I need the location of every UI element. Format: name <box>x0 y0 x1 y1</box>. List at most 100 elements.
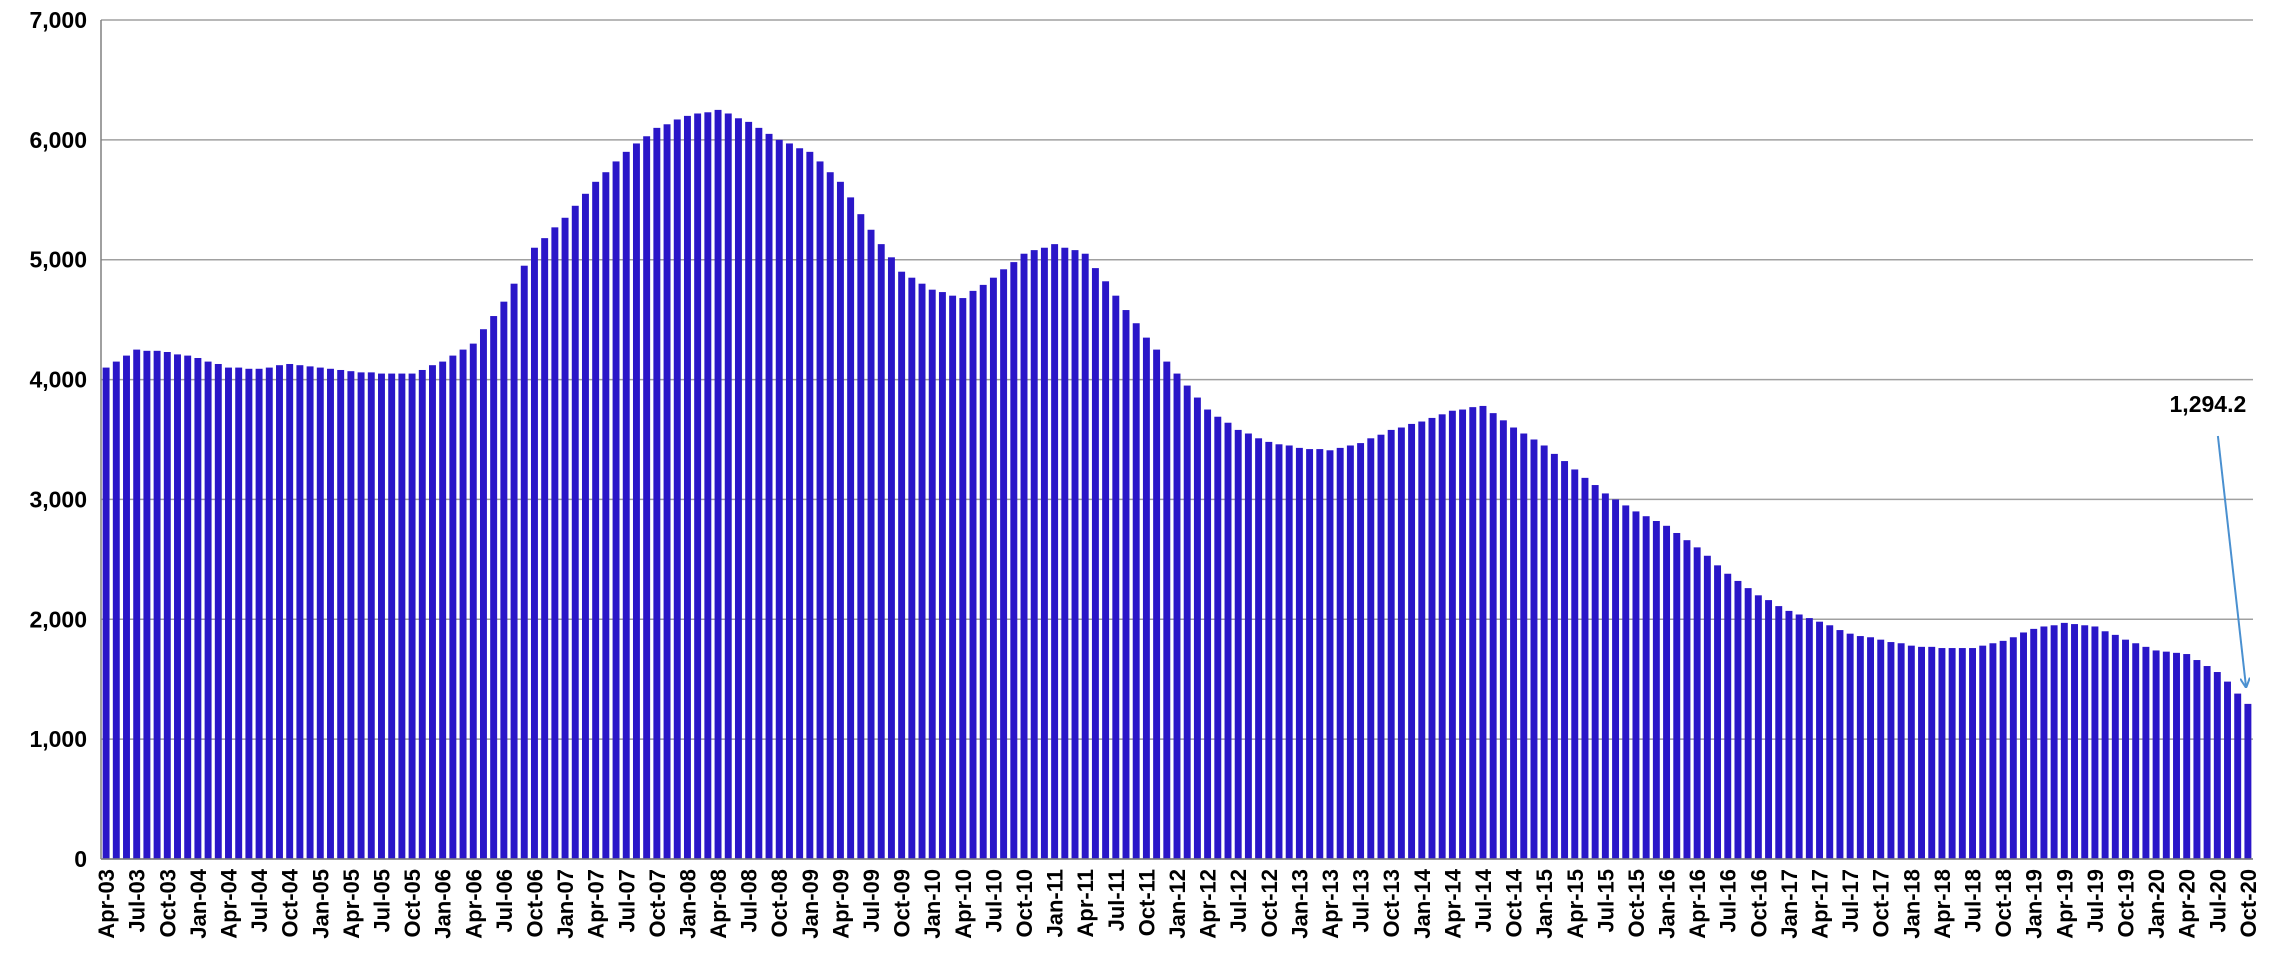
x-tick-label: Oct-06 <box>522 869 547 937</box>
bar <box>1571 469 1579 859</box>
bar <box>1193 397 1201 859</box>
bar <box>1907 645 1915 859</box>
bar <box>1397 427 1405 859</box>
x-tick-label: Apr-18 <box>1930 869 1955 939</box>
bar <box>734 118 742 860</box>
bar <box>174 354 181 859</box>
bar <box>1632 511 1640 859</box>
bar <box>1367 438 1375 859</box>
bar <box>704 112 712 860</box>
bar <box>1234 429 1242 859</box>
bar <box>1938 648 1946 859</box>
bar <box>1030 250 1038 859</box>
x-tick-label: Apr-06 <box>461 869 486 939</box>
bar <box>806 151 814 860</box>
bar <box>1867 637 1875 859</box>
x-tick-label: Jan-15 <box>1532 869 1557 939</box>
bar <box>367 372 375 859</box>
bar <box>337 369 345 859</box>
x-tick-label: Oct-11 <box>1134 869 1159 936</box>
bar <box>2193 660 2201 859</box>
bar <box>357 372 365 859</box>
bar <box>1856 636 1864 859</box>
bar <box>1520 433 1528 859</box>
bar <box>2234 693 2242 859</box>
bar <box>479 329 487 859</box>
bar <box>1683 540 1691 859</box>
bar <box>245 368 253 859</box>
bar <box>989 277 997 859</box>
y-tick-label: 2,000 <box>29 606 87 632</box>
bar <box>1306 449 1314 859</box>
bar <box>1826 625 1834 859</box>
bar <box>286 363 294 859</box>
bar <box>1561 461 1569 859</box>
bar <box>510 283 518 860</box>
bar <box>1601 493 1609 859</box>
bar <box>1724 573 1732 859</box>
bar <box>1652 521 1660 859</box>
bar <box>1897 643 1905 859</box>
x-tick-label: Jul-08 <box>737 869 762 933</box>
bar <box>204 361 212 859</box>
x-tick-label: Jul-05 <box>369 869 394 933</box>
x-tick-label: Jul-17 <box>1838 869 1863 933</box>
bar <box>2009 637 2017 859</box>
bar <box>1040 247 1048 859</box>
x-tick-label: Jan-14 <box>1410 868 1435 938</box>
x-tick-label: Jan-09 <box>798 869 823 939</box>
bar <box>561 217 569 859</box>
bar <box>1163 361 1171 859</box>
bar <box>123 355 130 859</box>
bar <box>541 238 549 859</box>
bar <box>1377 434 1385 859</box>
bar <box>184 355 192 859</box>
x-tick-label: Jan-19 <box>2022 869 2047 939</box>
bar <box>1357 443 1365 859</box>
bar <box>378 373 385 859</box>
bar <box>1734 580 1742 859</box>
bar <box>836 181 844 860</box>
bar <box>1928 646 1936 859</box>
bar <box>979 284 987 859</box>
bar <box>1999 640 2007 859</box>
bar <box>775 139 783 859</box>
bar <box>1612 499 1620 859</box>
bar <box>2071 624 2078 859</box>
bar <box>653 127 661 859</box>
x-tick-label: Apr-05 <box>339 869 364 939</box>
bar <box>1020 253 1028 859</box>
bar <box>214 363 222 859</box>
bar <box>2142 646 2150 859</box>
x-tick-label: Jul-13 <box>1349 869 1374 933</box>
bar <box>1877 639 1885 859</box>
bar <box>2213 672 2221 859</box>
x-tick-label: Apr-09 <box>828 869 853 939</box>
bar <box>796 148 804 860</box>
bar <box>826 172 834 859</box>
x-tick-label: Jan-05 <box>308 869 333 939</box>
bar <box>112 361 120 859</box>
bar <box>1530 439 1538 859</box>
bar <box>153 350 161 859</box>
y-tick-label: 3,000 <box>29 486 87 512</box>
x-tick-label: Jan-11 <box>1043 869 1068 938</box>
x-tick-label: Jul-12 <box>1226 869 1251 933</box>
bar <box>785 143 793 859</box>
x-tick-label: Oct-04 <box>278 868 303 937</box>
x-tick-label: Apr-17 <box>1808 869 1833 939</box>
x-tick-label: Oct-14 <box>1502 868 1527 937</box>
bar <box>592 181 600 860</box>
x-tick-label: Oct-03 <box>155 869 180 937</box>
bar <box>755 127 763 859</box>
bar <box>1642 516 1650 859</box>
bar <box>2111 634 2119 859</box>
bar <box>1061 247 1069 859</box>
bar <box>2081 625 2089 859</box>
bar <box>571 205 579 859</box>
bar <box>306 366 314 859</box>
bar <box>1071 250 1079 859</box>
bar <box>2224 681 2231 859</box>
bar <box>1346 445 1354 859</box>
